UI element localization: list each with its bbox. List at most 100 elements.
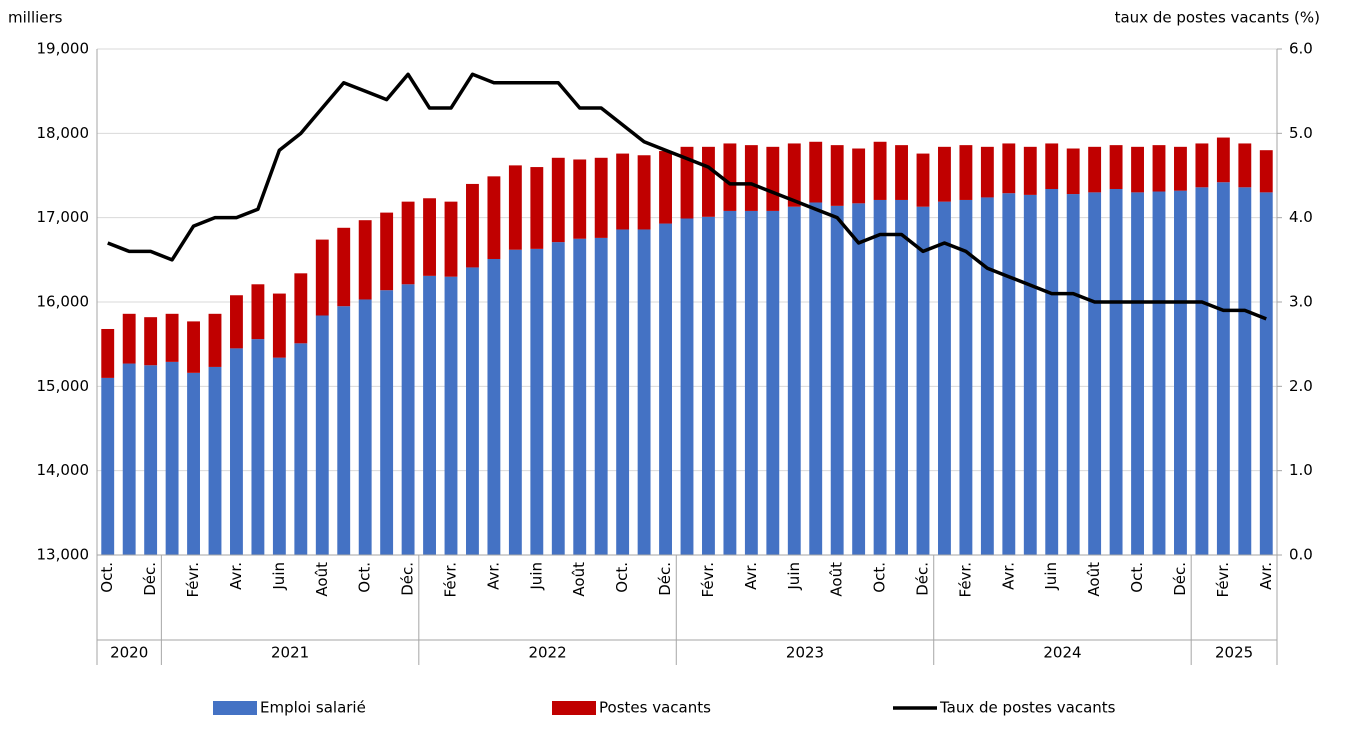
bar — [616, 153, 630, 230]
legend-label: Emploi salarié — [260, 699, 366, 717]
bar — [187, 321, 200, 373]
bar — [1195, 187, 1209, 555]
bar — [530, 248, 544, 555]
bar — [1002, 193, 1016, 555]
x-group-label: 2022 — [528, 644, 566, 662]
bar — [830, 205, 844, 556]
legend-swatch — [213, 701, 257, 715]
y-tick-label: 19,000 — [37, 40, 90, 58]
x-tick-label: Août — [570, 562, 588, 597]
x-tick-label: Avr. — [227, 562, 245, 590]
bar — [401, 284, 415, 555]
bar — [1174, 190, 1187, 555]
bar — [852, 203, 866, 555]
bar — [980, 197, 994, 555]
y-tick-label: 17,000 — [37, 208, 90, 226]
bar — [294, 273, 308, 344]
bar — [1045, 143, 1059, 189]
bar — [766, 210, 780, 556]
y-tick-label: 14,000 — [37, 461, 90, 479]
bar — [573, 159, 587, 239]
bar — [895, 199, 908, 555]
y2-tick-label: 1.0 — [1289, 461, 1313, 479]
y2-tick-label: 0.0 — [1289, 546, 1313, 564]
x-tick-label: Déc. — [656, 562, 674, 596]
bar — [358, 299, 372, 555]
bar — [1216, 137, 1230, 183]
bar — [551, 242, 565, 555]
bar — [852, 148, 866, 204]
x-tick-label: Déc. — [914, 562, 932, 596]
bar — [101, 328, 115, 378]
bar — [766, 146, 780, 211]
bar — [1216, 182, 1230, 555]
bar — [637, 155, 651, 230]
bar — [938, 146, 951, 202]
bar — [1259, 150, 1273, 193]
bar — [1088, 192, 1102, 555]
bar — [959, 145, 973, 200]
bar — [873, 199, 887, 555]
x-group-label: 2023 — [786, 644, 824, 662]
x-tick-label: Oct. — [1128, 562, 1146, 593]
bar — [337, 306, 351, 555]
x-tick-label: Avr. — [742, 562, 760, 590]
x-tick-label: Févr. — [442, 562, 460, 597]
x-tick-label: Oct. — [871, 562, 889, 593]
bar — [916, 206, 930, 555]
x-tick-label: Févr. — [1214, 562, 1232, 597]
bar — [830, 145, 844, 206]
bar — [101, 377, 115, 555]
bar — [1195, 143, 1209, 188]
x-tick-label: Juin — [1042, 562, 1060, 591]
bar — [380, 290, 394, 555]
x-tick-label: Août — [828, 562, 846, 597]
x-tick-label: Août — [313, 562, 331, 597]
y-tick-label: 18,000 — [37, 124, 90, 142]
bar — [122, 313, 136, 364]
bar — [744, 145, 758, 211]
bar — [1174, 146, 1187, 191]
bar — [466, 267, 479, 555]
x-tick-label: Oct. — [98, 562, 116, 593]
bar — [1023, 146, 1037, 195]
bar — [122, 363, 136, 555]
y-tick-label: 13,000 — [37, 546, 90, 564]
bar — [487, 176, 501, 259]
x-tick-label: Févr. — [184, 562, 202, 597]
bar — [637, 229, 651, 555]
bar — [616, 229, 630, 555]
bar — [659, 223, 672, 555]
bar — [594, 157, 608, 238]
bar — [809, 202, 823, 555]
x-tick-label: Avr. — [1257, 562, 1275, 590]
x-tick-label: Avr. — [999, 562, 1017, 590]
bar — [487, 258, 501, 555]
bar — [1023, 194, 1037, 555]
bar — [1238, 143, 1252, 188]
bar — [1238, 187, 1252, 555]
bar — [508, 165, 522, 250]
bar — [1131, 146, 1144, 193]
bar — [787, 143, 801, 207]
x-tick-label: Août — [1085, 562, 1103, 597]
bar — [208, 366, 222, 555]
bar — [187, 372, 200, 555]
bar — [680, 218, 694, 555]
bar — [208, 313, 222, 367]
x-group-label: 2025 — [1215, 644, 1253, 662]
bar — [466, 183, 479, 268]
bar — [744, 210, 758, 556]
bar — [401, 201, 415, 285]
bar — [1066, 194, 1080, 555]
x-tick-label: Déc. — [1171, 562, 1189, 596]
legend-swatch — [552, 701, 596, 715]
bar — [144, 365, 158, 555]
bar — [895, 145, 908, 200]
bar — [680, 146, 694, 219]
bar — [1088, 146, 1102, 193]
bar — [272, 293, 286, 358]
bar — [165, 361, 179, 555]
bar — [573, 238, 587, 555]
bar — [444, 201, 458, 277]
